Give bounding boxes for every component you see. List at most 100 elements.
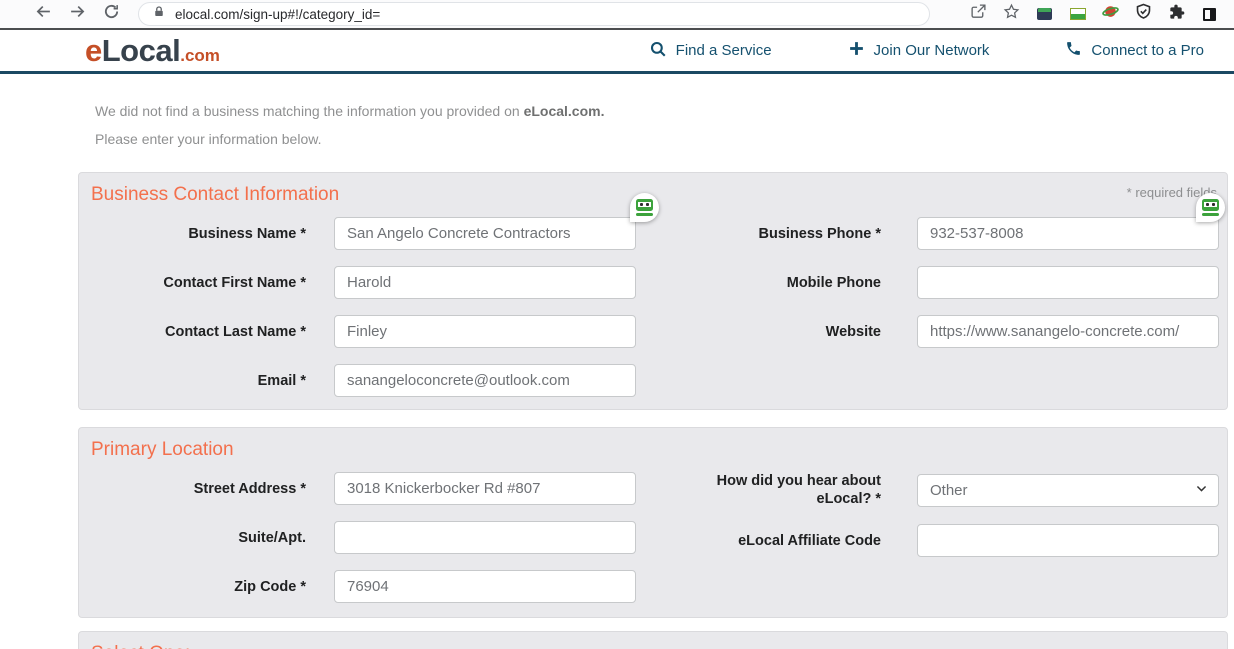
bookmark-star-icon (1003, 3, 1020, 25)
mail-extension-icon (1069, 8, 1086, 20)
nav-label: Connect to a Pro (1091, 42, 1204, 59)
forward-button[interactable] (60, 1, 94, 27)
form-column-left: Street Address * Suite/Apt. Zip Code * (91, 472, 636, 603)
briefcase-extension-button[interactable] (1028, 1, 1061, 27)
chevron-down-icon (1195, 482, 1208, 499)
nav-find-a-service[interactable]: Find a Service (649, 40, 772, 62)
shield-extension-button[interactable] (1127, 1, 1160, 27)
side-panel-icon (1203, 7, 1216, 21)
mobile-phone-input[interactable] (917, 266, 1219, 299)
section-title: Business Contact Information (91, 184, 340, 205)
form-row-website: Website (636, 315, 1219, 348)
hear-about-selected-value: Other (930, 481, 968, 499)
business-phone-input[interactable] (917, 217, 1219, 250)
contact-first-name-label: Contact First Name * (163, 274, 306, 291)
form-column-left: Business Name * Contact First Name * Con… (91, 217, 636, 397)
bookmark-button[interactable] (995, 1, 1028, 27)
business-phone-label: Business Phone * (758, 225, 881, 242)
affiliate-code-label: eLocal Affiliate Code (738, 532, 881, 549)
nav-label: Join Our Network (873, 42, 990, 59)
elocal-logo[interactable]: e Local .com (85, 35, 220, 66)
roboform-robot-face (1202, 199, 1219, 211)
affiliate-code-input[interactable] (917, 524, 1219, 557)
form-row-street-address: Street Address * (91, 472, 636, 505)
section-header: Primary Location (91, 438, 1219, 462)
profile-button[interactable] (1193, 1, 1226, 27)
plus-icon (848, 40, 865, 61)
form-column-right: Business Phone * Mobile Phone Website (636, 217, 1219, 348)
section-title: Primary Location (91, 439, 234, 460)
form-row-hear-about: How did you hear about eLocal? * Other (636, 472, 1219, 508)
form-row-contact-last-name: Contact Last Name * (91, 315, 636, 348)
form-row-zip-code: Zip Code * (91, 570, 636, 603)
hear-about-select[interactable]: Other (917, 473, 1219, 507)
nav-label: Find a Service (675, 42, 772, 59)
chrome-divider (0, 28, 1234, 30)
hear-about-label: How did you hear about eLocal? * (716, 473, 881, 507)
form-column-right: How did you hear about eLocal? * Other e… (636, 472, 1219, 557)
site-header: e Local .com Find a Service Join Our Netwo… (0, 30, 1234, 74)
search-icon (649, 40, 667, 62)
email-input[interactable] (334, 364, 636, 397)
section-business-contact-information: Business Contact Information * required … (78, 172, 1228, 410)
form-row-business-name: Business Name * (91, 217, 636, 250)
contact-last-name-label: Contact Last Name * (164, 323, 306, 340)
lock-icon (153, 5, 165, 23)
logo-com: .com (180, 46, 220, 65)
suite-apt-label: Suite/Apt. (238, 529, 306, 546)
back-button[interactable] (26, 1, 60, 27)
reload-icon (103, 3, 120, 25)
puzzle-extensions-icon (1169, 4, 1185, 25)
zip-code-input[interactable] (334, 570, 636, 603)
site-nav: Find a Service Join Our Network Connect … (649, 40, 1234, 62)
roboform-robot-face (636, 199, 653, 211)
extensions-button[interactable] (1160, 1, 1193, 27)
planet-extension-icon (1102, 3, 1119, 25)
form-columns: Business Name * Contact First Name * Con… (91, 217, 1219, 397)
section-select-one: Select One: (78, 631, 1228, 649)
briefcase-extension-icon (1037, 8, 1052, 20)
section-title: Select One: (91, 642, 1219, 649)
intro-line-1: We did not find a business matching the … (95, 102, 1234, 121)
form-row-contact-first-name: Contact First Name * (91, 266, 636, 299)
share-icon (970, 3, 987, 25)
intro-line-1-bold: eLocal.com. (523, 103, 605, 119)
form-row-email: Email * (91, 364, 636, 397)
street-address-input[interactable] (334, 472, 636, 505)
form-row-mobile-phone: Mobile Phone (636, 266, 1219, 299)
suite-apt-input[interactable] (334, 521, 636, 554)
reload-button[interactable] (94, 1, 128, 27)
zip-code-label: Zip Code * (234, 578, 306, 595)
address-bar[interactable]: elocal.com/sign-up#!/category_id= (138, 2, 930, 26)
mail-extension-button[interactable] (1061, 1, 1094, 27)
contact-last-name-input[interactable] (334, 315, 636, 348)
email-label: Email * (257, 372, 306, 389)
street-address-label: Street Address * (193, 480, 306, 497)
share-button[interactable] (962, 1, 995, 27)
toolbar-right-icons (962, 1, 1226, 27)
website-label: Website (825, 323, 881, 340)
section-primary-location: Primary Location Street Address * Suite/… (78, 427, 1228, 618)
url-text: elocal.com/sign-up#!/category_id= (175, 6, 381, 22)
website-input[interactable] (917, 315, 1219, 348)
roboform-autofill-icon[interactable] (1196, 193, 1225, 222)
intro-line-2: Please enter your information below. (95, 131, 322, 147)
contact-first-name-input[interactable] (334, 266, 636, 299)
business-name-label: Business Name * (188, 225, 306, 242)
forward-icon (69, 3, 86, 25)
nav-join-our-network[interactable]: Join Our Network (848, 40, 990, 61)
nav-connect-to-a-pro[interactable]: Connect to a Pro (1065, 40, 1204, 61)
logo-e: e (85, 33, 102, 68)
intro-line-1-text: We did not find a business matching the … (95, 103, 524, 119)
shield-extension-icon (1135, 3, 1152, 25)
form-row-affiliate-code: eLocal Affiliate Code (636, 524, 1219, 557)
planet-extension-button[interactable] (1094, 1, 1127, 27)
business-name-input[interactable] (334, 217, 636, 250)
roboform-autofill-icon[interactable] (630, 193, 659, 222)
form-row-business-phone: Business Phone * (636, 217, 1219, 250)
form-columns: Street Address * Suite/Apt. Zip Code * H… (91, 472, 1219, 603)
form-row-suite-apt: Suite/Apt. (91, 521, 636, 554)
browser-toolbar: elocal.com/sign-up#!/category_id= (0, 0, 1234, 28)
section-header: Business Contact Information * required … (91, 183, 1219, 207)
